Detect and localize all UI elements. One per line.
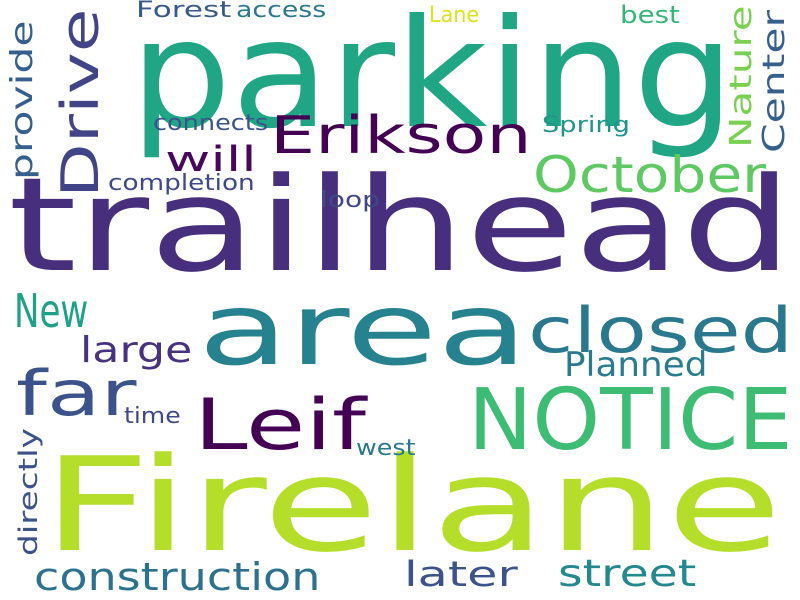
word-completion: completion xyxy=(108,171,255,196)
word-construction: construction xyxy=(34,555,321,599)
word-directly: directly xyxy=(14,428,44,556)
word-erikson: Erikson xyxy=(270,106,532,166)
word-west: west xyxy=(356,436,416,461)
word-loop: loop xyxy=(320,188,380,213)
word-area: area xyxy=(198,271,528,388)
word-best: best xyxy=(620,1,680,29)
word-provide: provide xyxy=(5,20,40,181)
word-october: October xyxy=(533,146,767,204)
word-center: Center xyxy=(757,10,792,153)
word-leif: Leif xyxy=(194,384,366,466)
word-drive: Drive xyxy=(51,8,111,198)
word-connects: connects xyxy=(153,111,269,136)
word-large: large xyxy=(80,330,193,371)
word-parking: parking xyxy=(130,0,735,162)
word-later: later xyxy=(404,555,518,595)
word-lane: Lane xyxy=(429,3,480,28)
word-street: street xyxy=(558,552,697,595)
word-far: far xyxy=(16,357,137,430)
word-access: access xyxy=(236,0,327,23)
word-trailhead: trailhead xyxy=(8,149,793,301)
word-spring: Spring xyxy=(542,113,630,138)
word-will: will xyxy=(165,140,257,180)
word-nature: Nature xyxy=(724,5,759,148)
word-notice: NOTICE xyxy=(468,371,793,470)
word-forest: Forest xyxy=(136,0,232,23)
word-time: time xyxy=(124,404,181,429)
word-planned: Planned xyxy=(564,345,708,385)
word-new: New xyxy=(14,284,89,338)
word-firelane: Firelane xyxy=(42,429,783,581)
word-closed: closed xyxy=(528,294,794,367)
